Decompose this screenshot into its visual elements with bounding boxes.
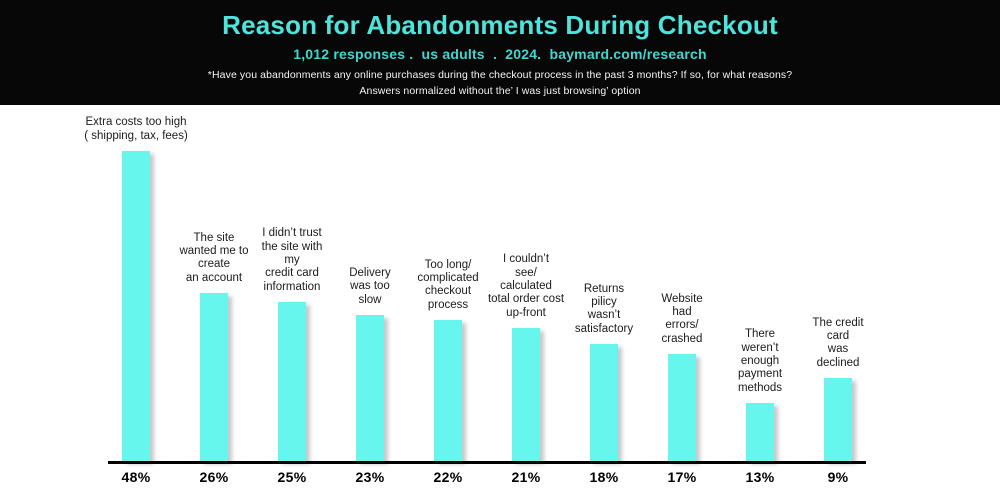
bar-value-label: 25% <box>277 469 307 485</box>
chart-title: Reason for Abandonments During Checkout <box>222 10 778 40</box>
bar-value-label: 21% <box>511 469 541 485</box>
bar <box>278 302 306 461</box>
bar <box>590 344 618 461</box>
bar-label: Website had errors/ crashed <box>661 292 703 345</box>
bar-label: The credit card was declined <box>812 316 864 369</box>
bar-value-label: 18% <box>589 469 619 485</box>
normalization-note: Answers normalized without the’ I was ju… <box>359 85 641 98</box>
bar-label: Delivery was too slow <box>349 267 391 306</box>
bar <box>122 151 150 461</box>
bar-label: The site wanted me to create an account <box>179 231 249 284</box>
bar-value-label: 13% <box>745 469 775 485</box>
bar-value-label: 22% <box>433 469 463 485</box>
bar <box>746 403 774 461</box>
bar <box>668 354 696 461</box>
header-band: Reason for Abandonments During Checkout … <box>0 0 1000 105</box>
bar <box>200 293 228 461</box>
bar <box>824 378 852 461</box>
bar-value-label: 23% <box>355 469 385 485</box>
bar-value-label: 9% <box>827 469 849 485</box>
bar <box>434 320 462 461</box>
bar-label: Too long/ complicated checkout process <box>417 258 479 311</box>
bar <box>356 315 384 461</box>
bar-label: Extra costs too high ( shipping, tax, fe… <box>84 116 188 142</box>
chart-subtitle: 1,012 responses . us adults . 2024. baym… <box>293 45 707 62</box>
bar-value-label: 17% <box>667 469 697 485</box>
x-axis-line <box>108 461 866 464</box>
bar-label: I couldn’t see/ calculated total order c… <box>487 253 565 319</box>
survey-question-note: *Have you abandonments any online purcha… <box>207 68 793 81</box>
bar-value-label: 26% <box>199 469 229 485</box>
bar-label: There weren’t enough payment methods <box>737 328 783 394</box>
bar-label: Returns pilicy wasn’t satisfactory <box>574 282 634 335</box>
bar-value-label: 48% <box>121 469 151 485</box>
bar-label: I didn’t trust the site with my credit c… <box>261 227 323 293</box>
bar <box>512 328 540 461</box>
